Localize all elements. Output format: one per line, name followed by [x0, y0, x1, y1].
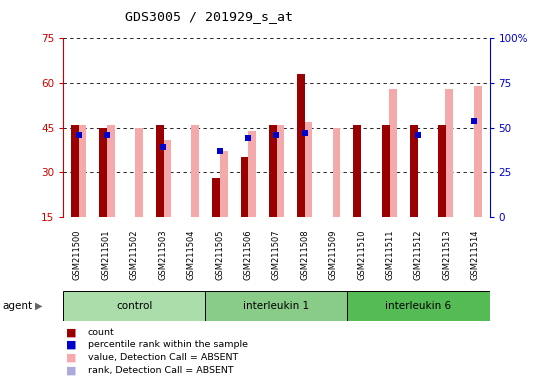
Text: interleukin 6: interleukin 6 [386, 301, 452, 311]
Text: GSM211504: GSM211504 [186, 229, 196, 280]
Bar [156, 125, 164, 217]
Bar [219, 152, 228, 217]
Text: ■: ■ [66, 340, 76, 350]
Bar [389, 89, 397, 217]
Text: GSM211514: GSM211514 [471, 229, 480, 280]
Text: ■: ■ [66, 327, 76, 337]
Text: control: control [116, 301, 152, 311]
Bar [410, 125, 418, 217]
Text: GSM211509: GSM211509 [329, 229, 338, 280]
Bar [333, 127, 340, 217]
Bar [474, 86, 482, 217]
Bar [135, 127, 143, 217]
Bar [212, 178, 220, 217]
Bar [107, 125, 114, 217]
Bar [276, 125, 284, 217]
Text: ■: ■ [66, 365, 76, 375]
Text: GSM211505: GSM211505 [215, 229, 224, 280]
Text: ■: ■ [66, 353, 76, 362]
Text: value, Detection Call = ABSENT: value, Detection Call = ABSENT [88, 353, 238, 362]
Text: percentile rank within the sample: percentile rank within the sample [88, 340, 248, 349]
Text: agent: agent [3, 301, 33, 311]
Text: interleukin 1: interleukin 1 [243, 301, 310, 311]
Bar [163, 140, 171, 217]
Text: GSM211508: GSM211508 [300, 229, 309, 280]
Bar [100, 127, 107, 217]
Text: rank, Detection Call = ABSENT: rank, Detection Call = ABSENT [88, 366, 234, 375]
Bar [248, 131, 256, 217]
FancyBboxPatch shape [348, 291, 490, 321]
Bar [269, 125, 277, 217]
Bar [79, 125, 86, 217]
Bar [297, 74, 305, 217]
Bar [382, 125, 389, 217]
Text: GSM211506: GSM211506 [244, 229, 252, 280]
FancyBboxPatch shape [63, 291, 205, 321]
Text: GSM211500: GSM211500 [73, 229, 82, 280]
Text: GDS3005 / 201929_s_at: GDS3005 / 201929_s_at [125, 10, 293, 23]
Text: GSM211511: GSM211511 [386, 229, 394, 280]
Bar [71, 125, 79, 217]
Bar [240, 157, 249, 217]
FancyBboxPatch shape [205, 291, 348, 321]
Text: GSM211502: GSM211502 [130, 229, 139, 280]
Text: ▶: ▶ [35, 301, 43, 311]
Text: GSM211513: GSM211513 [442, 229, 452, 280]
Text: GSM211507: GSM211507 [272, 229, 281, 280]
Text: count: count [88, 328, 115, 337]
Bar [191, 125, 199, 217]
Text: GSM211512: GSM211512 [414, 229, 423, 280]
Bar [304, 122, 312, 217]
Bar [354, 125, 361, 217]
Bar [446, 89, 453, 217]
Bar [438, 125, 446, 217]
Text: GSM211503: GSM211503 [158, 229, 167, 280]
Text: GSM211510: GSM211510 [357, 229, 366, 280]
Text: GSM211501: GSM211501 [101, 229, 111, 280]
